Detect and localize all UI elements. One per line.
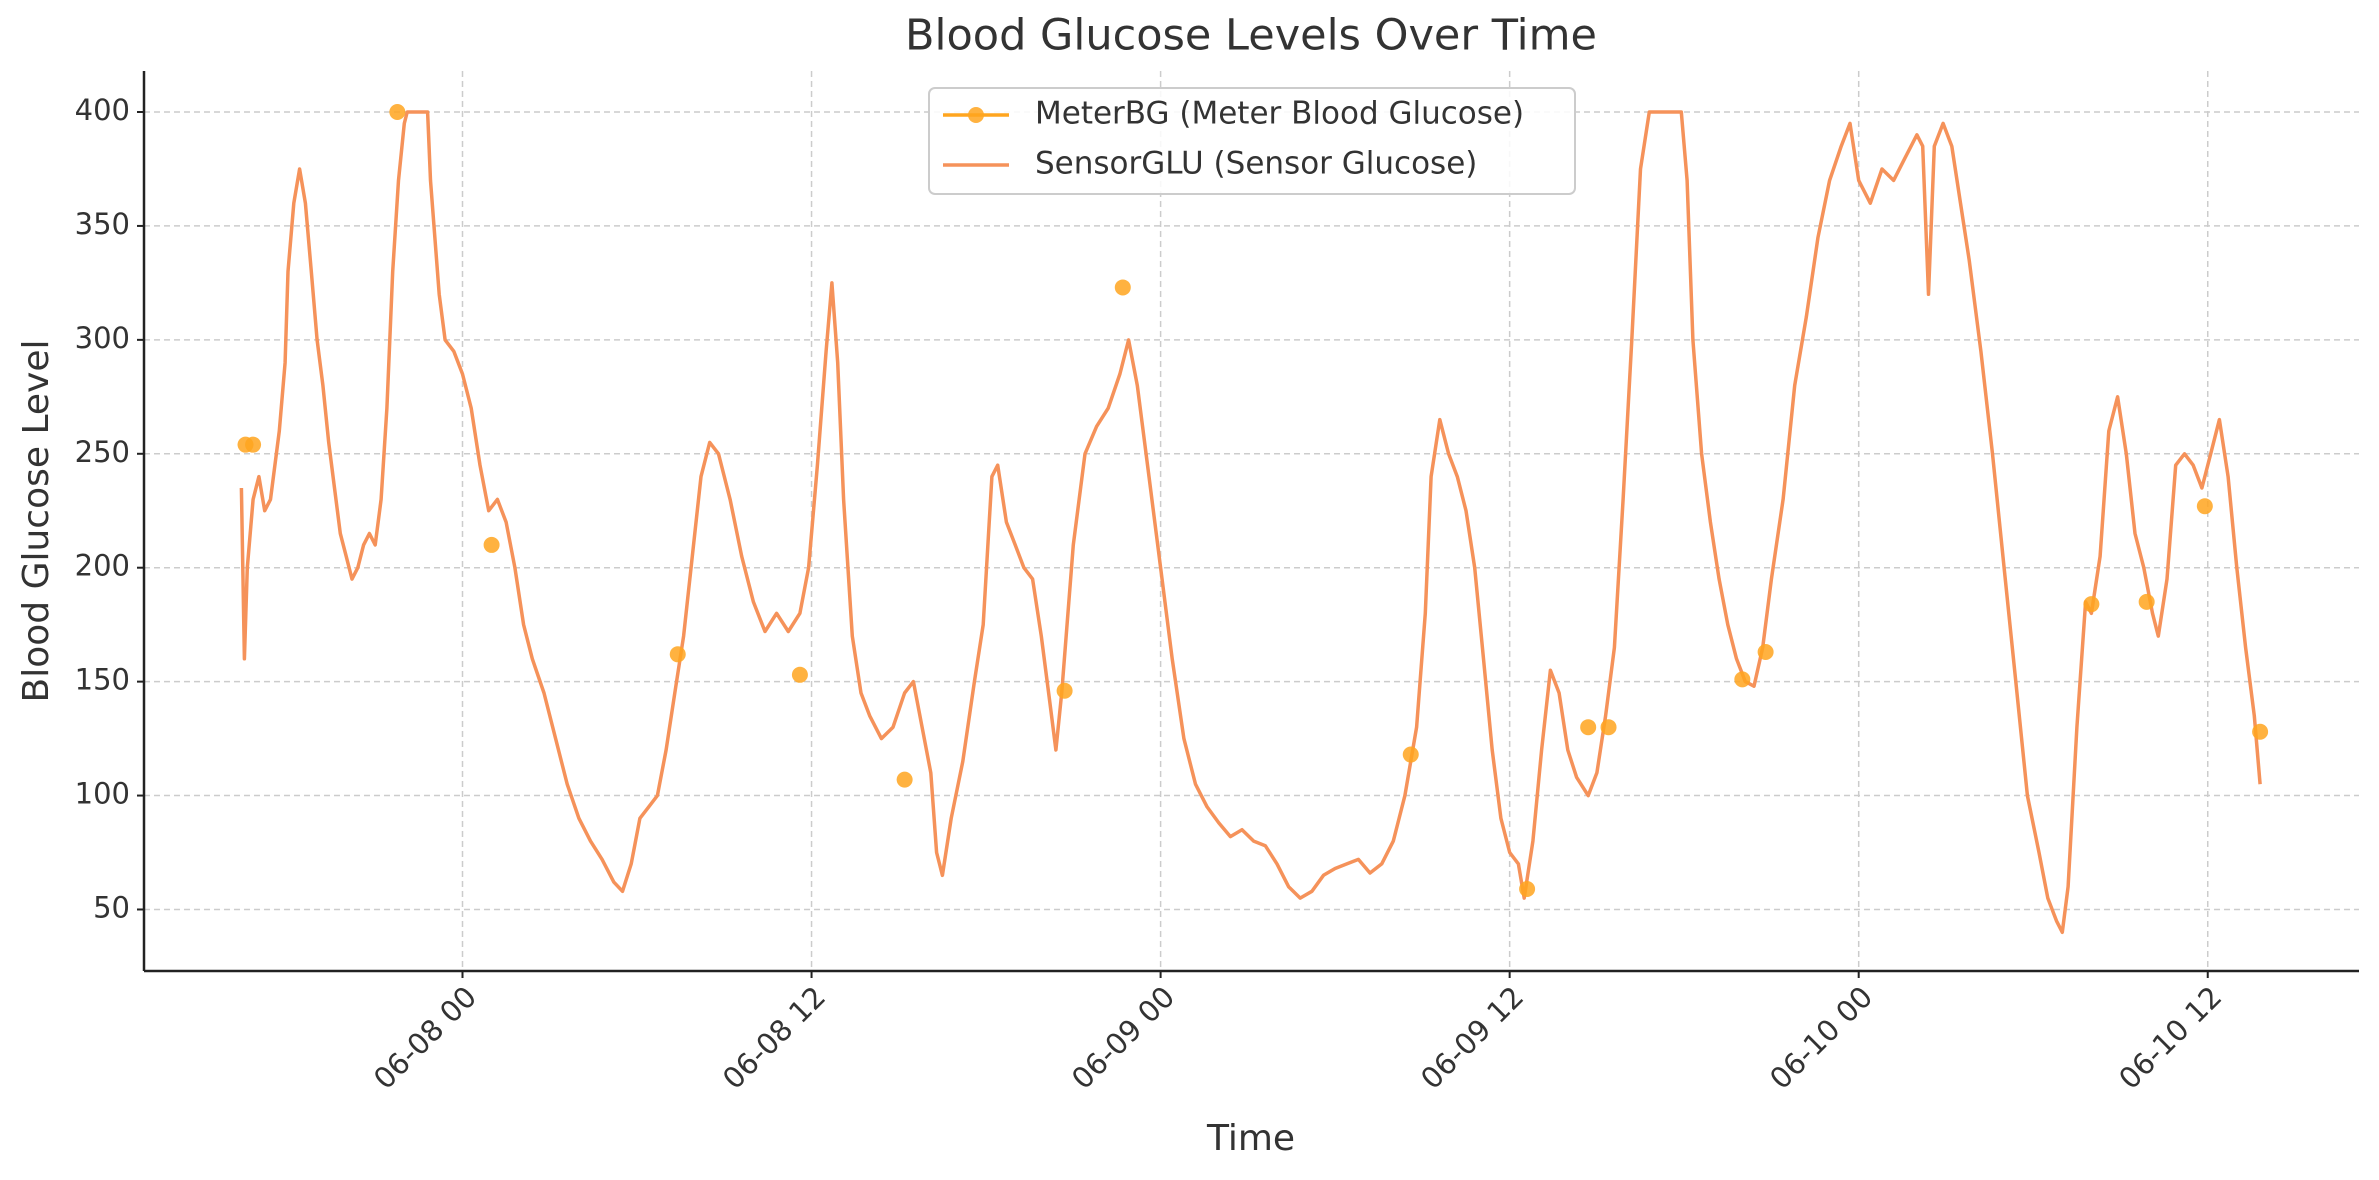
data-point [669,646,686,663]
y-tick-label: 150 [75,663,130,697]
x-tick-label: 06-08 00 [367,980,483,1096]
data-point [2083,596,2100,613]
x-tick-label: 06-09 12 [1414,980,1530,1096]
data-point [2138,593,2155,610]
data-point [1519,880,1536,897]
y-tick-label: 100 [75,777,130,811]
data-point [245,436,262,453]
data-line [239,110,2262,935]
data-point [791,666,808,683]
legend-label: SensorGLU (Sensor Glucose) [1035,146,1477,182]
y-tick-label: 200 [75,549,130,583]
x-tick-label: 06-08 12 [716,980,832,1096]
data-point [483,536,500,553]
legend: MeterBG (Meter Blood Glucose) SensorGLU (… [928,87,1576,195]
x-tick-label: 06-10 12 [2112,980,2228,1096]
data-point [1402,746,1419,763]
plot-area [237,104,2269,935]
legend-marker [968,107,984,123]
data-point [1114,279,1131,296]
data-point [2252,723,2269,740]
x-tick-label: 06-09 00 [1065,980,1181,1096]
data-point [1757,644,1774,661]
data-point [896,771,913,788]
y-tick-label: 250 [75,435,130,469]
y-axis-label: Blood Glucose Level [16,340,57,703]
y-tick-label: 50 [93,890,130,924]
legend-label: MeterBG (Meter Blood Glucose) [1035,96,1524,132]
data-point [2196,498,2213,515]
grid [137,71,2359,978]
data-point [1734,671,1751,688]
y-tick-label: 400 [75,93,130,127]
legend-box [928,87,1576,195]
data-point [389,104,406,121]
chart-title: Blood Glucose Levels Over Time [905,11,1597,61]
x-tick-label: 06-10 00 [1763,980,1879,1096]
y-tick-label: 350 [75,207,130,241]
data-point [1580,719,1597,736]
x-axis-label: Time [1206,1118,1295,1159]
data-point [1056,682,1073,699]
y-tick-label: 300 [75,321,130,355]
data-point [1600,719,1617,736]
